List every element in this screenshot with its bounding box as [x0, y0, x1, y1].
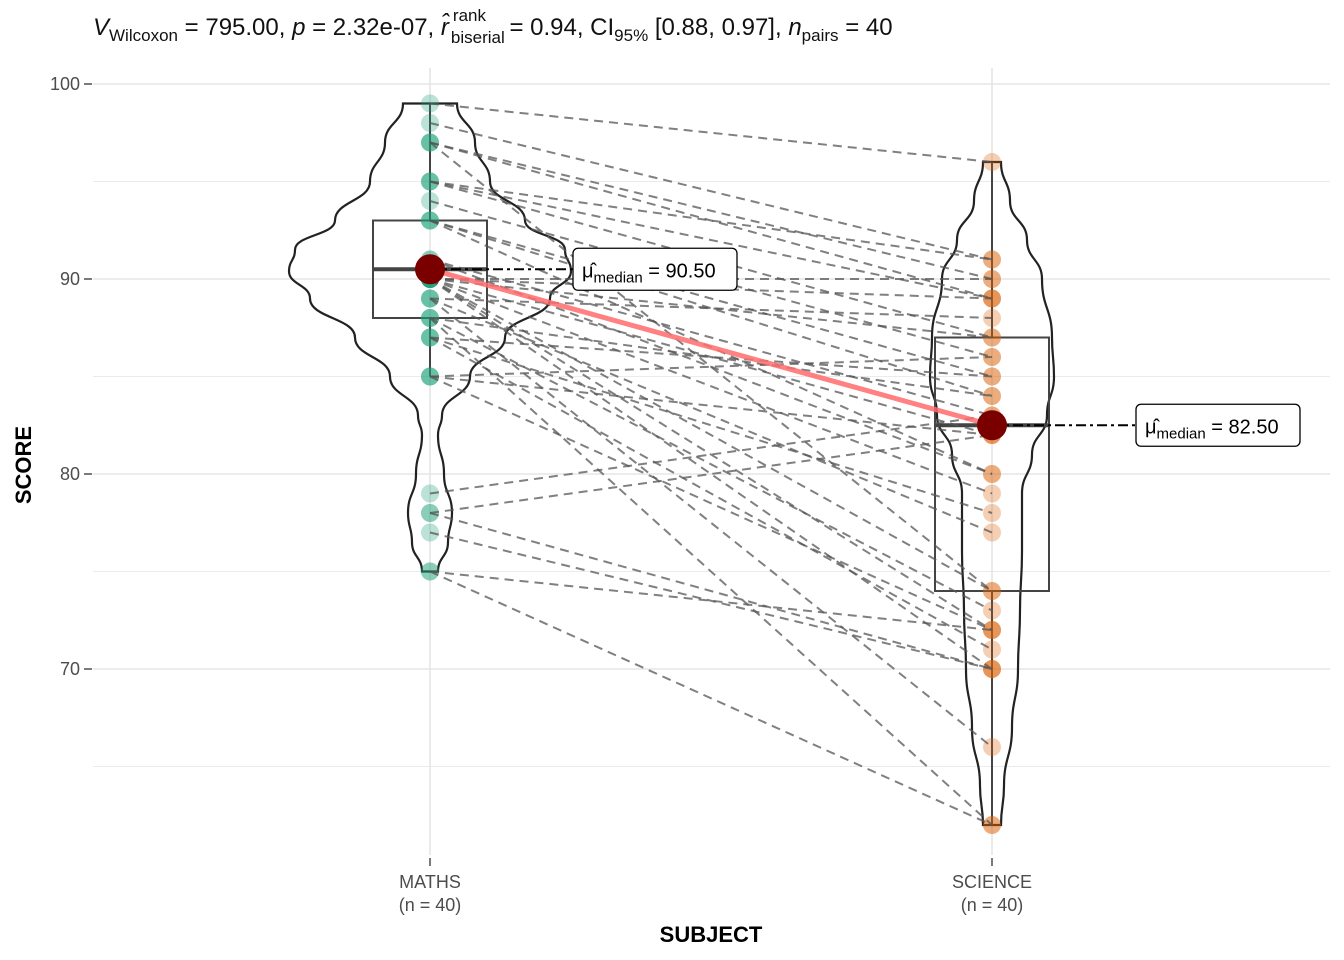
median-point: [415, 254, 445, 285]
paired-line: [429, 122, 993, 261]
median-label: μ̂median = 90.50: [582, 260, 716, 286]
paired-line: [429, 434, 993, 514]
p-symbol: p: [292, 14, 306, 41]
paired-line: [429, 375, 993, 436]
data-point-science: [983, 640, 1001, 659]
ci-value: [0.88, 0.97],: [654, 14, 782, 41]
n-symbol: n: [788, 14, 802, 41]
median-label-box: [1135, 403, 1301, 447]
x-tick-n-label: (n = 40): [399, 895, 462, 915]
n-sub: pairs: [801, 26, 839, 45]
y-tick-label: 90: [60, 269, 80, 289]
paired-line: [429, 375, 993, 631]
effect-sub: biserial: [450, 28, 505, 47]
paired-line: [429, 278, 993, 339]
x-tick-label: MATHS: [399, 872, 461, 892]
paired-line: [429, 531, 993, 670]
effect-symbol: r̂: [440, 14, 449, 41]
median-sub: median: [594, 269, 643, 286]
paired-line: [429, 336, 993, 514]
paired-line: [429, 512, 993, 670]
y-axis-title: SCORE: [11, 426, 36, 504]
effect-value: = 0.94,: [509, 14, 584, 41]
paired-line: [429, 317, 993, 612]
median-value: = 82.50: [1206, 416, 1279, 438]
paired-line: [429, 278, 993, 436]
paired-line: [429, 570, 993, 631]
x-axis-title: SUBJECT: [660, 922, 763, 947]
data-point-science: [983, 153, 1001, 171]
paired-line: [429, 297, 993, 319]
paired-line: [429, 141, 993, 300]
median-point: [977, 410, 1007, 441]
paired-line: [429, 336, 993, 651]
box-science: [934, 336, 1050, 592]
paired-line: [429, 297, 993, 534]
data-point-science: [983, 328, 1001, 347]
effect-sup: rank: [452, 6, 486, 25]
paired-line: [429, 278, 993, 592]
stat-symbol: V: [93, 14, 110, 41]
paired-line: [429, 219, 993, 378]
paired-line: [429, 141, 993, 280]
median-sub: median: [1157, 425, 1206, 442]
data-point-science: [983, 328, 1001, 347]
paired-line: [429, 278, 993, 300]
n-value: = 40: [845, 14, 893, 41]
paired-line: [429, 317, 993, 397]
paired-line: [429, 336, 993, 378]
effect-size: r̂ rank biserial: [440, 6, 505, 47]
paired-line: [429, 180, 993, 300]
paired-line: [429, 356, 993, 378]
stat-sub: Wilcoxon: [109, 26, 178, 45]
x-tick-n-label: (n = 40): [961, 895, 1024, 915]
paired-line: [429, 180, 993, 261]
paired-line: [429, 278, 993, 631]
ci-symbol: CI: [590, 14, 615, 41]
y-tick-label: 100: [50, 74, 80, 94]
paired-line: [429, 258, 993, 475]
y-tick-label: 80: [60, 464, 80, 484]
paired-line: [429, 102, 993, 163]
ci-sub: 95%: [614, 26, 649, 45]
median-connector-line: [429, 266, 993, 428]
paired-line: [429, 570, 993, 826]
median-label-box: [572, 247, 738, 291]
paired-line: [429, 278, 993, 495]
paired-line: [429, 219, 993, 397]
y-tick-label: 70: [60, 659, 80, 679]
x-tick-label: SCIENCE: [952, 872, 1032, 892]
stat-value: = 795.00,: [184, 14, 286, 41]
paired-line: [429, 317, 993, 826]
median-value: = 90.50: [643, 260, 716, 282]
chart-title: VWilcoxon = 795.00, p = 2.32e-07, r̂ rank…: [93, 6, 893, 47]
paired-line: [429, 278, 993, 670]
paired-line: [429, 414, 993, 495]
p-value: = 2.32e-07,: [312, 14, 435, 41]
paired-line: [429, 258, 993, 417]
